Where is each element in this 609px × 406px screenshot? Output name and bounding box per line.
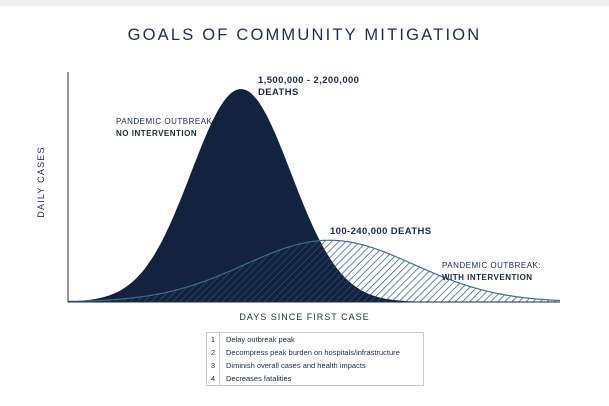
with-intervention-label: PANDEMIC OUTBREAK: WITH INTERVENTION (442, 260, 541, 284)
goal-item: 3 Diminish overall cases and health impac… (207, 359, 423, 372)
chart-title: GOALS OF COMMUNITY MITIGATION (127, 26, 482, 44)
with-intervention-label-line1: PANDEMIC OUTBREAK: (442, 261, 542, 270)
goal-item: 1 Delay outbreak peak (207, 333, 423, 346)
top-bar (0, 0, 609, 6)
with-intervention-overlap-hatch (68, 240, 560, 302)
no-intervention-label: PANDEMIC OUTBREAK: NO INTERVENTION (116, 116, 215, 140)
goal-item: 2 Decompress peak burden on hospitals/inf… (207, 346, 423, 359)
no-intervention-label-line2: NO INTERVENTION (116, 129, 198, 138)
goal-item: 4 Decreases fatalities (207, 372, 423, 385)
goal-number: 3 (207, 359, 220, 372)
x-axis-label: DAYS SINCE FIRST CASE (239, 312, 370, 322)
with-intervention-line (67, 239, 561, 303)
goal-text: Diminish overall cases and health impact… (226, 361, 366, 370)
goal-text: Decompress peak burden on hospitals/infr… (226, 348, 400, 357)
no-intervention-deaths-range: 1,500,000 - 2,200,000 (258, 75, 360, 86)
no-intervention-deaths-word: DEATHS (258, 87, 299, 98)
goal-text: Decreases fatalities (226, 374, 292, 383)
no-intervention-peak-label: 1,500,000 - 2,200,000 DEATHS (258, 75, 359, 99)
goal-text: Delay outbreak peak (226, 335, 295, 344)
goal-number: 1 (207, 333, 220, 346)
no-intervention-area (68, 89, 560, 302)
goal-number: 4 (207, 372, 220, 385)
with-intervention-peak-label: 100-240,000 DEATHS (330, 226, 432, 238)
goals-list: 1 Delay outbreak peak 2 Decompress peak bur… (206, 332, 424, 386)
with-intervention-deaths: 100-240,000 DEATHS (330, 226, 432, 237)
with-intervention-label-line2: WITH INTERVENTION (442, 273, 533, 282)
no-intervention-label-line1: PANDEMIC OUTBREAK: (116, 117, 216, 126)
y-axis-label: DAILY CASES (36, 146, 46, 218)
goal-number: 2 (207, 346, 220, 359)
